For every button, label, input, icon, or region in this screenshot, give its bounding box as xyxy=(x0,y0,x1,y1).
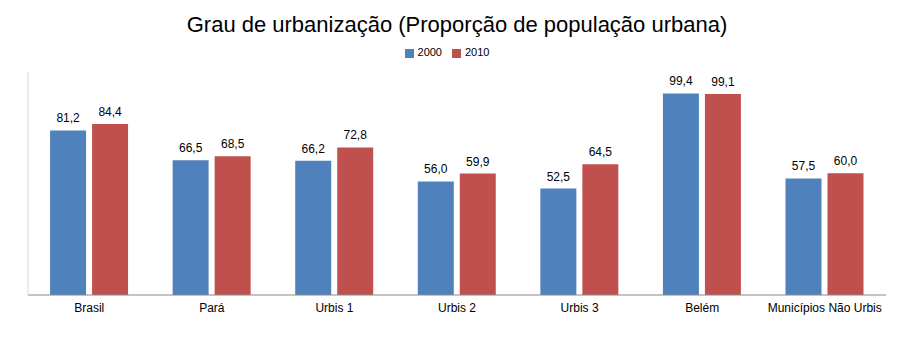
svg-text:Municípios Não Urbis: Municípios Não Urbis xyxy=(768,301,882,315)
svg-text:66,2: 66,2 xyxy=(302,142,326,156)
html-text:Grau de urbanização (Proporção: Grau de urbanização (Proporção de popula… xyxy=(186,12,728,37)
html-text:2010: 2010 xyxy=(465,46,490,58)
html-text:2000: 2000 xyxy=(417,46,442,58)
svg-text:Brasil: Brasil xyxy=(74,301,104,315)
svg-text:Belém: Belém xyxy=(685,301,719,315)
svg-text:Pará: Pará xyxy=(199,301,225,315)
svg-text:99,1: 99,1 xyxy=(711,75,735,89)
svg-text:99,4: 99,4 xyxy=(669,74,693,88)
svg-text:81,2: 81,2 xyxy=(56,111,80,125)
svg-text:60,0: 60,0 xyxy=(834,154,858,168)
svg-text:57,5: 57,5 xyxy=(792,159,816,173)
svg-text:68,5: 68,5 xyxy=(221,137,245,151)
svg-text:52,5: 52,5 xyxy=(547,170,571,184)
svg-text:59,9: 59,9 xyxy=(466,155,490,169)
svg-text:84,4: 84,4 xyxy=(98,105,122,119)
svg-text:Urbis 3: Urbis 3 xyxy=(561,301,599,315)
svg-text:Urbis 1: Urbis 1 xyxy=(315,301,353,315)
svg-text:72,8: 72,8 xyxy=(344,128,368,142)
svg-text:56,0: 56,0 xyxy=(424,162,448,176)
svg-text:Urbis 2: Urbis 2 xyxy=(438,301,476,315)
svg-text:64,5: 64,5 xyxy=(589,145,613,159)
svg-text:66,5: 66,5 xyxy=(179,141,203,155)
